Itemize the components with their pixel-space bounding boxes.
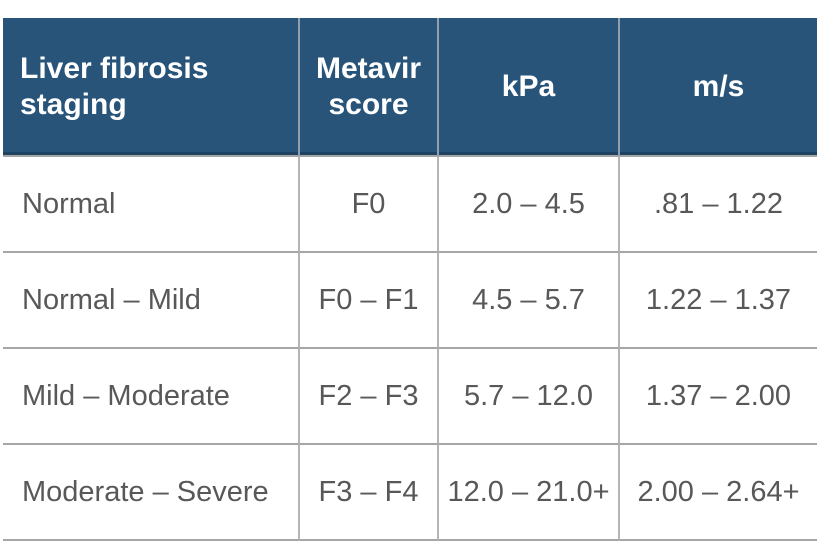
table-cell-ms: 1.37 – 2.00 (620, 349, 817, 445)
table-cell-staging: Normal (3, 157, 300, 253)
header-ms: m/s (620, 18, 817, 157)
table-cell-metavir: F0 (300, 157, 439, 253)
table-cell-kpa: 2.0 – 4.5 (439, 157, 620, 253)
fibrosis-staging-table: Liver fibrosis staging Metavir score kPa… (3, 18, 817, 541)
table-cell-ms: .81 – 1.22 (620, 157, 817, 253)
header-liver-fibrosis-staging: Liver fibrosis staging (3, 18, 300, 157)
table-cell-kpa: 4.5 – 5.7 (439, 253, 620, 349)
header-metavir-score: Metavir score (300, 18, 439, 157)
table-cell-ms: 1.22 – 1.37 (620, 253, 817, 349)
table-cell-staging: Normal – Mild (3, 253, 300, 349)
table-cell-metavir: F2 – F3 (300, 349, 439, 445)
table-cell-metavir: F0 – F1 (300, 253, 439, 349)
table-cell-kpa: 5.7 – 12.0 (439, 349, 620, 445)
table-cell-metavir: F3 – F4 (300, 445, 439, 541)
table-cell-ms: 2.00 – 2.64+ (620, 445, 817, 541)
table-cell-staging: Mild – Moderate (3, 349, 300, 445)
table-cell-kpa: 12.0 – 21.0+ (439, 445, 620, 541)
header-kpa: kPa (439, 18, 620, 157)
table-cell-staging: Moderate – Severe (3, 445, 300, 541)
